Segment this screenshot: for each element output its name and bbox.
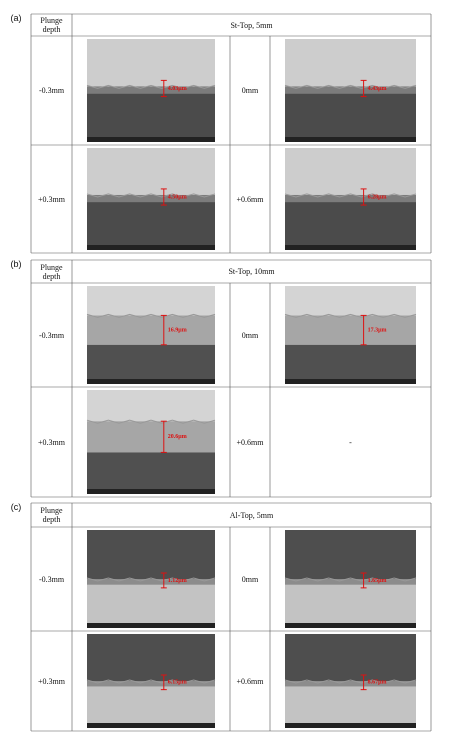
sem-info-bar xyxy=(87,245,215,250)
sem-layer xyxy=(87,148,215,195)
layer-interface xyxy=(284,313,417,318)
sem-layer xyxy=(87,39,215,87)
sem-layer xyxy=(87,530,215,579)
layer-interface xyxy=(86,419,216,424)
panel-title: St-Top, 10mm xyxy=(228,267,275,276)
sem-layer xyxy=(87,286,215,316)
layer-interface xyxy=(86,193,216,198)
layer-interface xyxy=(86,313,216,318)
sem-info-bar xyxy=(87,623,215,628)
column-header: Plunge depth xyxy=(40,506,63,524)
thickness-label: 16.9μm xyxy=(168,327,187,333)
sem-layer xyxy=(285,681,416,687)
thickness-label: 6.15μm xyxy=(168,680,187,686)
sem-info-bar xyxy=(87,137,215,142)
sem-layer xyxy=(87,315,215,345)
plunge-depth: -0.3mm xyxy=(38,86,65,95)
sem-layer xyxy=(87,681,215,687)
panel-title: St-Top, 5mm xyxy=(230,20,273,30)
plunge-depth: 0mm xyxy=(241,574,259,584)
sem-layer xyxy=(87,93,215,142)
sem-layer xyxy=(285,286,416,316)
sem-layer xyxy=(87,202,215,250)
sem-layer xyxy=(285,634,416,681)
layer-interface xyxy=(86,84,216,89)
sem-info-bar xyxy=(87,379,215,384)
panel-label: (c) xyxy=(10,501,22,512)
column-header: Plunge depth xyxy=(40,262,63,281)
sem-layer xyxy=(87,86,215,94)
column-header: Plunge depth xyxy=(40,16,63,34)
thickness-label: 4.43μm xyxy=(368,86,387,92)
thickness-label: 8.67μm xyxy=(368,680,387,686)
plunge-depth: -0.3mm xyxy=(38,330,65,340)
sem-layer xyxy=(87,584,215,628)
thickness-label: 17.3μm xyxy=(368,327,387,333)
sem-layer xyxy=(285,315,416,345)
empty-cell: - xyxy=(349,437,352,447)
sem-info-bar xyxy=(285,723,416,728)
sem-layer xyxy=(87,452,215,494)
sem-layer xyxy=(285,194,416,203)
thickness-label: 6.28μm xyxy=(368,194,387,200)
plunge-depth: -0.3mm xyxy=(38,574,65,584)
thickness-label: 4.03μm xyxy=(168,86,187,92)
panel-label: (b) xyxy=(10,258,22,269)
plunge-depth: 0mm xyxy=(241,330,259,340)
sem-layer xyxy=(87,344,215,384)
sem-layer xyxy=(87,634,215,681)
thickness-label: 1.12μm xyxy=(168,578,187,584)
sem-layer xyxy=(285,584,416,628)
sem-layer xyxy=(285,202,416,250)
panel-title: Al-Top, 5mm xyxy=(229,510,274,520)
sem-layer xyxy=(285,86,416,94)
thickness-label: 20.6μm xyxy=(168,434,187,440)
thickness-label: 4.50μm xyxy=(168,194,187,200)
panel-label: (a) xyxy=(10,12,22,23)
sem-info-bar xyxy=(285,137,416,142)
plunge-depth: +0.3mm xyxy=(38,676,65,686)
sem-info-bar xyxy=(285,379,416,384)
sem-layer xyxy=(285,686,416,728)
sem-info-bar xyxy=(285,245,416,250)
layer-interface xyxy=(284,193,417,198)
plunge-depth: 0mm xyxy=(241,86,259,95)
plunge-depth: +0.6mm xyxy=(236,437,264,447)
sem-info-bar xyxy=(87,489,215,494)
sem-info-bar xyxy=(285,623,416,628)
sem-layer xyxy=(285,93,416,142)
thickness-label: 1.65μm xyxy=(368,578,387,584)
sem-layer xyxy=(87,421,215,453)
sem-layer xyxy=(285,39,416,87)
layer-interface xyxy=(284,577,417,582)
sem-info-bar xyxy=(87,723,215,728)
sem-layer xyxy=(87,194,215,203)
plunge-depth: +0.3mm xyxy=(38,437,65,447)
layer-interface xyxy=(284,679,417,684)
plunge-depth: +0.6mm xyxy=(236,676,264,686)
sem-layer xyxy=(285,344,416,384)
sem-layer xyxy=(285,530,416,579)
layer-interface xyxy=(86,577,216,582)
sem-layer xyxy=(285,148,416,195)
sem-layer xyxy=(87,579,215,585)
plunge-depth: +0.3mm xyxy=(38,194,65,204)
sem-layer xyxy=(87,686,215,728)
plunge-depth: +0.6mm xyxy=(236,194,264,204)
layer-interface xyxy=(284,84,417,89)
sem-layer xyxy=(87,390,215,422)
sem-layer xyxy=(285,579,416,585)
layer-interface xyxy=(86,679,216,684)
